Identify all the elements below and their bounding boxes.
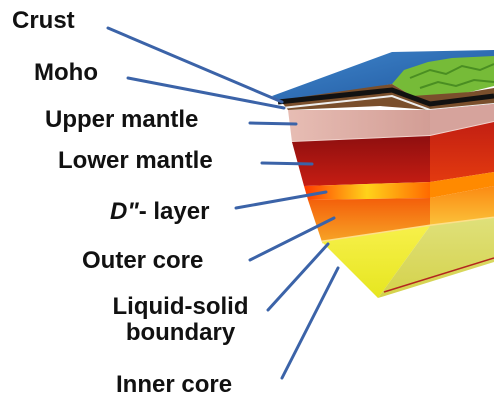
leader-crust [106,26,284,104]
label-liquid-solid-boundary: Liquid-solid boundary [98,294,263,346]
label-inner-core: Inner core [116,371,233,398]
moho-boundary [277,87,494,107]
outer-core-layer [308,186,494,242]
d-layer-band [304,172,494,200]
continent-relief [409,63,494,89]
continent-surface [392,56,494,96]
label-d-layer: D"- layer [110,199,209,225]
leader-moho [126,76,286,110]
lower-mantle-layer [292,122,494,186]
leader-liquid-solid [266,242,330,312]
label-liquid-solid-line2: boundary [125,319,236,346]
label-d-layer-suffix: - layer [138,198,210,225]
label-outer-core: Outer core [82,247,204,274]
leader-d-layer [234,190,328,210]
leader-upper-mantle [248,121,298,126]
label-lower-mantle: Lower mantle [58,147,213,174]
label-crust: Crust [12,7,75,34]
label-d-layer-letter: D" [110,198,139,225]
label-upper-mantle: Upper mantle [45,106,199,133]
label-moho: Moho [34,59,98,86]
inner-core-cut-edge [383,257,494,293]
label-liquid-solid-line1: Liquid-solid [112,293,249,320]
crust-surface [272,50,494,112]
leader-lines [106,26,340,380]
leader-inner-core [280,266,340,380]
leader-outer-core [248,216,336,262]
inner-core-layer [322,218,494,298]
leader-lower-mantle [260,161,314,166]
